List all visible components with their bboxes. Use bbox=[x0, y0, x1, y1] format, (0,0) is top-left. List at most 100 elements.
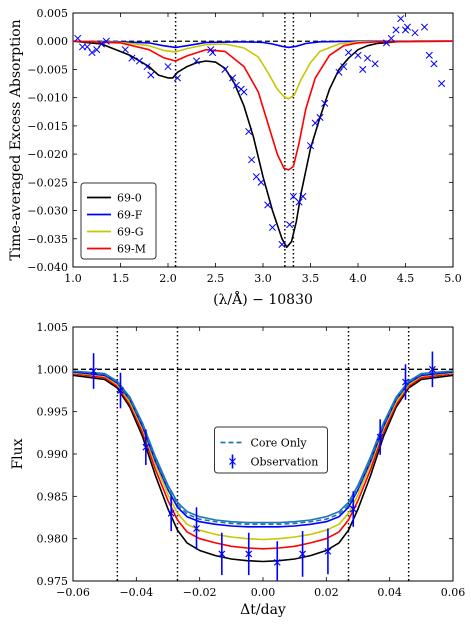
y-tick-label: 0.000 bbox=[37, 35, 69, 48]
x-tick-label: 3.5 bbox=[302, 272, 320, 285]
y-tick-label: 0.995 bbox=[37, 406, 69, 419]
y-tick-label: −0.035 bbox=[27, 233, 68, 246]
y-tick-label: −0.010 bbox=[27, 92, 68, 105]
data-point bbox=[316, 113, 324, 121]
data-point bbox=[229, 74, 237, 82]
legend-label: 69-M bbox=[117, 243, 146, 256]
y-tick-label: 0.975 bbox=[37, 575, 69, 588]
data-point bbox=[147, 71, 155, 79]
data-point bbox=[268, 223, 277, 232]
observation-point bbox=[142, 443, 150, 451]
data-point bbox=[425, 51, 433, 59]
observation-point bbox=[324, 547, 332, 555]
x-tick-label: −0.06 bbox=[56, 586, 90, 599]
y-tick-label: 0.980 bbox=[37, 533, 69, 546]
series-line-69-0 bbox=[73, 40, 453, 248]
x-axis-label: (λ/Å) − 10830 bbox=[213, 290, 313, 308]
data-point bbox=[299, 192, 307, 200]
series-line-69-g bbox=[73, 40, 453, 100]
x-tick-label: 0.00 bbox=[251, 586, 276, 599]
y-tick-label: 1.005 bbox=[37, 321, 69, 334]
observation-point bbox=[402, 378, 409, 386]
data-point bbox=[397, 15, 405, 23]
data-point bbox=[363, 54, 372, 62]
legend: 69-0 69-F 69-G 69-M bbox=[80, 182, 157, 260]
y-tick-label: −0.030 bbox=[27, 205, 68, 218]
y-tick-label: −0.040 bbox=[27, 261, 68, 274]
y-tick-label: 0.005 bbox=[37, 7, 69, 20]
y-tick-label: 0.990 bbox=[37, 448, 69, 461]
series-line-6 bbox=[73, 370, 453, 524]
observation-point bbox=[428, 365, 436, 373]
data-point bbox=[135, 57, 144, 65]
data-point bbox=[295, 198, 303, 206]
y-tick-label: 0.985 bbox=[37, 490, 69, 503]
panel-1: 1.0 1.5 2.0 2.5 3.0 3.5 4.0 4.5 5.0 −0.040 −0.035 −… bbox=[8, 7, 462, 308]
data-point bbox=[221, 65, 229, 73]
data-point bbox=[438, 80, 446, 88]
data-point bbox=[321, 99, 329, 107]
data-point bbox=[392, 26, 400, 34]
observation-point bbox=[117, 387, 124, 394]
data-point bbox=[257, 178, 265, 186]
data-point bbox=[278, 240, 286, 248]
data-point bbox=[245, 127, 253, 136]
data-point bbox=[311, 119, 319, 127]
observation-point bbox=[273, 558, 281, 566]
legend-swatch-marker bbox=[229, 458, 236, 465]
y-tick-label: −0.025 bbox=[27, 176, 68, 189]
data-point bbox=[248, 156, 256, 164]
data-point bbox=[335, 68, 343, 76]
series-line-1 bbox=[73, 374, 453, 563]
x-tick-label: 1.0 bbox=[64, 272, 82, 285]
legend-label: Core Only bbox=[251, 437, 308, 450]
y-tick-label: −0.015 bbox=[27, 120, 68, 133]
data-point bbox=[143, 63, 151, 71]
observation-point bbox=[218, 550, 226, 558]
legend-label: Observation bbox=[251, 456, 319, 469]
plot-area bbox=[73, 327, 453, 581]
series-line-69-f bbox=[73, 40, 453, 49]
y-axis-label: Flux bbox=[10, 438, 26, 469]
data-point bbox=[289, 192, 297, 200]
x-axis-label: Δt/day bbox=[240, 602, 286, 618]
data-point bbox=[97, 40, 106, 48]
data-point bbox=[354, 51, 362, 59]
data-point bbox=[264, 201, 272, 209]
x-tick-label: 1.5 bbox=[112, 272, 130, 285]
data-point bbox=[164, 63, 172, 71]
legend-box bbox=[214, 426, 328, 474]
x-tick-label: 0.04 bbox=[377, 586, 402, 599]
observation-point bbox=[245, 550, 253, 558]
x-tick-label: 0.02 bbox=[314, 586, 339, 599]
x-tick-label: −0.02 bbox=[183, 586, 217, 599]
data-point bbox=[344, 48, 353, 57]
data-point bbox=[340, 63, 348, 71]
x-tick-label: 2.5 bbox=[207, 272, 225, 285]
observation-point bbox=[376, 433, 384, 441]
y-axis-label: Time-averaged Excess Absorption bbox=[8, 19, 24, 260]
y-tick-label: 1.000 bbox=[37, 363, 69, 376]
observation-point bbox=[193, 525, 200, 532]
x-tick-label: 0.06 bbox=[441, 586, 466, 599]
data-point bbox=[286, 221, 294, 229]
data-point bbox=[121, 46, 129, 54]
x-tick-label: 3.0 bbox=[254, 272, 272, 285]
series-line-69-m bbox=[73, 40, 453, 171]
data-point bbox=[93, 46, 101, 54]
data-point bbox=[74, 34, 82, 42]
data-point bbox=[252, 173, 260, 181]
legend-label: 69-0 bbox=[117, 192, 142, 205]
data-point bbox=[102, 37, 110, 45]
legend-box bbox=[80, 182, 157, 260]
observation-point bbox=[349, 505, 357, 513]
series-line-2 bbox=[73, 372, 453, 550]
observation-point bbox=[299, 550, 307, 558]
x-tick-label: −0.04 bbox=[119, 586, 153, 599]
data-point bbox=[88, 48, 96, 57]
x-tick-label: 4.5 bbox=[397, 272, 415, 285]
x-tick-label: 4.0 bbox=[349, 272, 367, 285]
data-point bbox=[83, 43, 91, 51]
series-line-3 bbox=[73, 371, 453, 541]
